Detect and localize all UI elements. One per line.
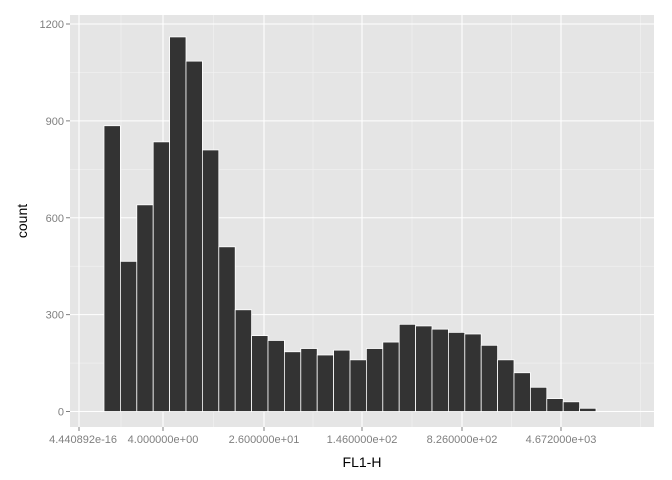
histogram-bar [382,341,400,412]
histogram-bar [152,141,170,412]
histogram-bar [201,149,220,412]
y-tick-label: 900 [46,116,64,128]
x-tick-label: 4.000000e+00 [128,434,199,446]
histogram-bar [349,359,367,412]
x-tick-label: 1.460000e+02 [327,434,398,446]
x-axis-title: FL1-H [343,454,382,470]
histogram-bar [415,325,433,412]
y-axis-title: count [14,204,30,238]
histogram-bar [497,359,515,412]
histogram-bar [333,349,351,412]
histogram-bar [218,246,236,412]
histogram-bar [234,309,252,412]
x-tick-label: 8.260000e+02 [427,434,498,446]
histogram-bar [136,204,154,412]
histogram-bar [513,372,531,412]
histogram-bar [251,335,269,412]
histogram-bar [447,331,466,412]
histogram-bar [464,333,482,412]
histogram-bar [579,407,597,412]
histogram-bar [120,260,138,412]
histogram-bar [398,323,417,412]
x-tick-label: 2.600000e+01 [229,434,300,446]
x-tick-label: 4.672000e+03 [526,434,597,446]
y-tick-label: 1200 [40,19,64,31]
y-tick-label: 0 [58,407,64,419]
x-tick-label: 4.440892e-16 [49,434,117,446]
histogram-bar [562,401,581,412]
histogram-bar [546,398,564,412]
histogram-bar [169,36,187,412]
histogram-bar [431,328,449,412]
histogram-bar [530,386,548,412]
y-tick-label: 300 [46,310,64,322]
y-tick-label: 600 [46,213,64,225]
histogram-bar [316,354,335,412]
histogram-bar [103,125,121,412]
histogram-bars [103,36,597,412]
histogram-bar [480,344,499,412]
x-axis: 4.440892e-16 4.000000e+00 2.600000e+01 1.46… [49,427,596,446]
histogram-bar [300,348,318,412]
histogram-bar [365,348,384,412]
histogram-bar [267,340,285,412]
histogram-bar [283,351,302,412]
histogram-bar [185,60,203,412]
y-axis: 0 300 600 900 1200 [40,19,70,419]
